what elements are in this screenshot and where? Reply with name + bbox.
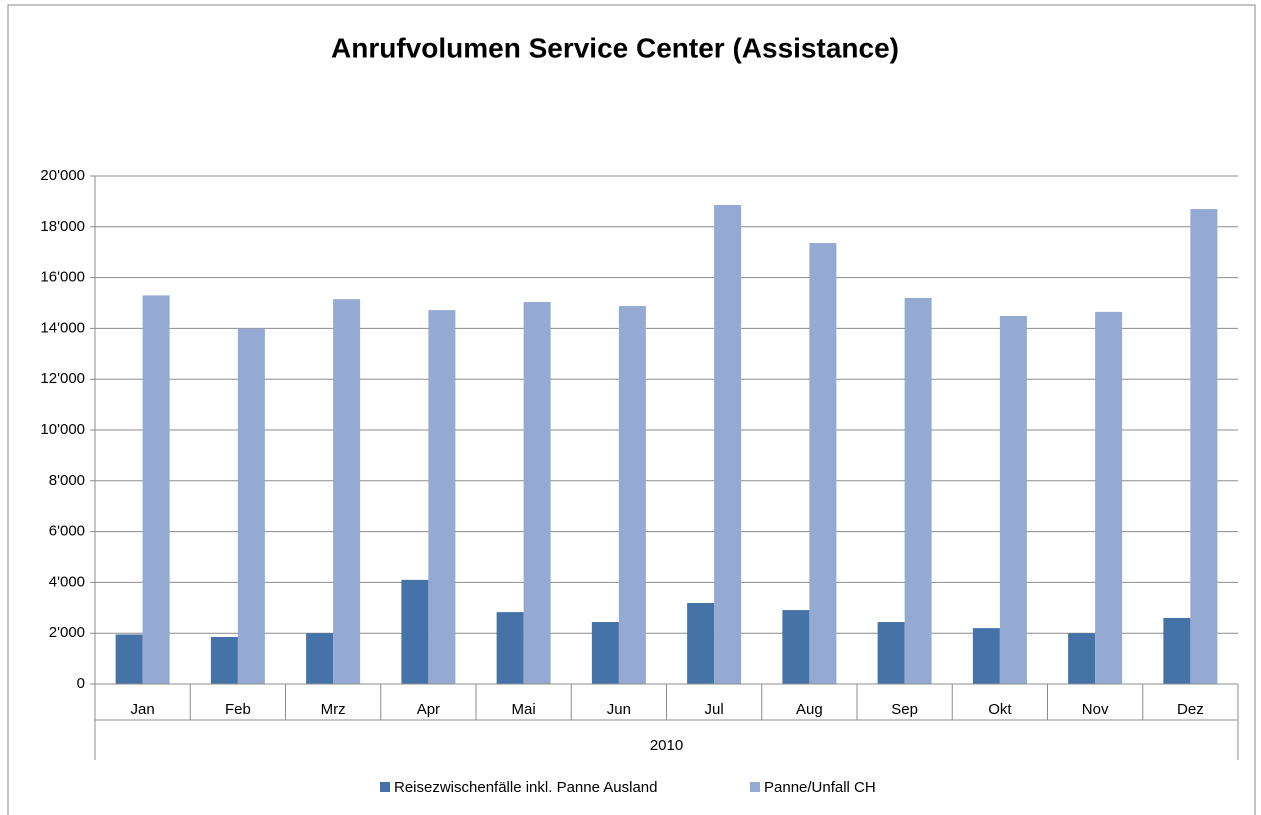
- y-tick-label: 10'000: [40, 421, 85, 438]
- bar: [591, 622, 619, 684]
- bar: [1190, 209, 1218, 684]
- bar: [809, 243, 837, 684]
- bar: [237, 328, 265, 684]
- bar: [1095, 311, 1123, 684]
- bar: [333, 299, 361, 684]
- y-tick-label: 18'000: [40, 218, 85, 235]
- bar: [877, 622, 905, 684]
- legend-swatch: [750, 782, 760, 792]
- x-tick-label: Jun: [607, 701, 631, 718]
- x-tick-label: Jul: [705, 701, 724, 718]
- y-tick-label: 0: [77, 675, 85, 692]
- bar: [142, 295, 170, 684]
- x-tick-label: Mrz: [321, 701, 346, 718]
- bar: [1163, 617, 1191, 684]
- bar: [999, 315, 1027, 684]
- y-tick-label: 14'000: [40, 319, 85, 336]
- x-tick-label: Okt: [988, 701, 1012, 718]
- bar: [714, 204, 742, 684]
- legend-label: Panne/Unfall CH: [764, 779, 876, 796]
- y-tick-label: 2'000: [49, 624, 85, 641]
- bar: [904, 297, 932, 684]
- y-tick-label: 8'000: [49, 472, 85, 489]
- x-tick-label: Jan: [131, 701, 155, 718]
- y-tick-label: 12'000: [40, 370, 85, 387]
- x-tick-label: Aug: [796, 701, 823, 718]
- bar: [496, 612, 524, 684]
- bar: [972, 628, 1000, 684]
- x-tick-label: Apr: [417, 701, 440, 718]
- bar: [782, 610, 810, 684]
- legend-label: Reisezwischenfälle inkl. Panne Ausland: [394, 779, 658, 796]
- bar: [210, 637, 238, 684]
- bar: [687, 602, 715, 684]
- bar: [115, 634, 143, 684]
- y-tick-label: 16'000: [40, 269, 85, 286]
- bar: [523, 301, 551, 684]
- x-tick-label: Sep: [891, 701, 918, 718]
- bar: [618, 306, 646, 684]
- x-group-label: 2010: [650, 737, 683, 754]
- x-tick-label: Dez: [1177, 701, 1204, 718]
- y-tick-label: 20'000: [40, 167, 85, 184]
- bar: [1068, 633, 1096, 684]
- bar: [306, 633, 334, 684]
- y-tick-label: 6'000: [49, 523, 85, 540]
- bar: [428, 310, 456, 684]
- legend-swatch: [380, 782, 390, 792]
- chart-title: Anrufvolumen Service Center (Assistance): [331, 32, 899, 63]
- y-tick-label: 4'000: [49, 573, 85, 590]
- x-tick-label: Feb: [225, 701, 251, 718]
- x-tick-label: Mai: [512, 701, 536, 718]
- x-tick-label: Nov: [1082, 701, 1109, 718]
- bar: [401, 579, 429, 684]
